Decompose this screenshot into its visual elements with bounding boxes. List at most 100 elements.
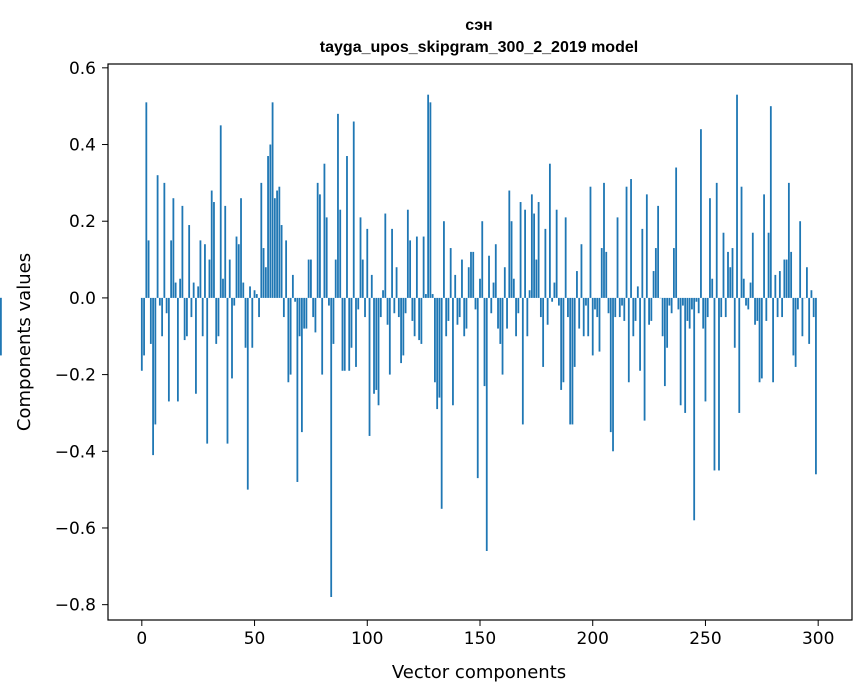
bar xyxy=(688,297,691,329)
x-tick-label: 250 xyxy=(689,629,721,649)
bar xyxy=(587,297,590,337)
bar xyxy=(551,297,554,302)
bar xyxy=(488,255,490,298)
bar xyxy=(156,175,159,298)
bar xyxy=(691,297,693,310)
bar xyxy=(589,186,592,298)
bar xyxy=(704,297,707,402)
bar xyxy=(373,297,375,394)
bar xyxy=(226,297,229,444)
bar xyxy=(357,297,360,310)
bar xyxy=(576,271,578,298)
bar xyxy=(695,297,698,302)
bar xyxy=(145,102,148,298)
bar xyxy=(242,282,245,298)
bar xyxy=(163,182,166,298)
bar xyxy=(625,186,628,298)
bar xyxy=(364,297,366,318)
bar xyxy=(456,297,459,325)
bar xyxy=(517,297,520,314)
bar xyxy=(269,144,272,298)
bar xyxy=(530,194,533,298)
bar xyxy=(605,251,608,298)
bar xyxy=(749,282,752,298)
bar xyxy=(528,290,531,298)
bar xyxy=(452,297,454,406)
bars-group xyxy=(0,94,817,597)
bar xyxy=(382,290,384,298)
bar xyxy=(600,248,603,298)
bar xyxy=(237,244,240,298)
bar xyxy=(190,297,193,318)
bar xyxy=(472,251,475,298)
bar xyxy=(361,259,364,298)
bar xyxy=(722,232,725,298)
bar xyxy=(711,278,714,298)
bar xyxy=(715,182,718,298)
bar xyxy=(174,282,177,298)
bar xyxy=(388,297,391,375)
bar xyxy=(519,202,522,298)
bar xyxy=(794,297,797,367)
bar xyxy=(298,297,301,337)
bar xyxy=(776,297,779,318)
bar xyxy=(384,213,387,298)
bar xyxy=(738,297,741,413)
bar xyxy=(785,259,788,298)
bar xyxy=(303,297,306,329)
bar xyxy=(609,297,612,433)
bar xyxy=(267,156,269,298)
bar xyxy=(677,297,680,310)
bar xyxy=(296,297,299,482)
bar xyxy=(618,297,621,318)
bar xyxy=(143,297,145,356)
bar xyxy=(607,297,610,314)
bar xyxy=(598,297,601,352)
bar xyxy=(666,297,669,348)
x-axis-label: Vector components xyxy=(392,662,566,683)
bar xyxy=(806,267,808,298)
bar xyxy=(645,194,648,298)
bar xyxy=(224,205,227,298)
bar xyxy=(772,297,774,383)
bar xyxy=(170,240,173,298)
bar xyxy=(693,297,696,521)
bar xyxy=(461,259,463,298)
bar xyxy=(330,297,333,597)
bar xyxy=(733,297,736,348)
bar xyxy=(470,251,472,298)
bar xyxy=(332,297,335,344)
x-tick-label: 0 xyxy=(136,629,147,649)
bar xyxy=(555,209,558,298)
x-axis-ticks: 0 50 100 150 200 250 300 xyxy=(136,620,834,649)
bar xyxy=(792,297,795,356)
bar xyxy=(0,297,2,356)
bar xyxy=(521,297,524,425)
bar xyxy=(506,297,508,329)
bar xyxy=(515,297,517,337)
bar xyxy=(790,251,793,298)
bar xyxy=(745,297,747,306)
bar xyxy=(280,225,283,298)
bar xyxy=(682,297,684,306)
bar xyxy=(348,297,351,371)
bar xyxy=(652,271,655,298)
bar xyxy=(314,297,317,333)
bar xyxy=(343,297,346,371)
bar xyxy=(718,297,720,471)
bar xyxy=(539,297,542,318)
bar xyxy=(490,297,493,314)
bar xyxy=(720,297,723,318)
bar xyxy=(355,297,357,367)
bar xyxy=(192,282,195,298)
bar xyxy=(215,297,218,344)
bar xyxy=(291,274,294,298)
bar xyxy=(585,297,587,306)
x-tick-label: 50 xyxy=(244,629,266,649)
bar xyxy=(463,297,466,337)
bar xyxy=(670,297,673,314)
bar xyxy=(481,221,484,298)
chart-subtitle: tayga_upos_skipgram_300_2_2019 model xyxy=(320,39,638,56)
bar xyxy=(366,228,369,298)
bar xyxy=(713,297,716,471)
